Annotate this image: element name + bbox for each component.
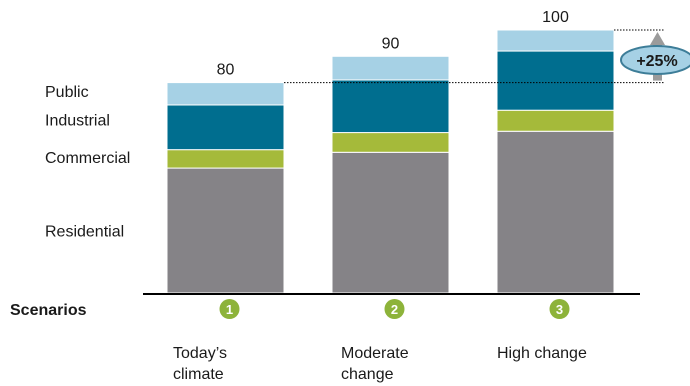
bar-segment-industrial-2 (331, 79, 450, 134)
bar-segment-commercial-3 (496, 109, 615, 132)
legend-layer: Residential Commercial Industrial Public (45, 84, 130, 241)
bar-segment-industrial-1 (166, 104, 285, 151)
bar-segment-residential-1 (166, 167, 285, 294)
bar-segment-public-2 (331, 55, 450, 81)
total-label-2: 90 (382, 35, 400, 52)
annotation-percent-label: +25% (636, 53, 677, 70)
scenario-badges-layer: 1 2 3 (219, 299, 570, 319)
annotation-oval (620, 45, 690, 75)
scenario-badge-number-2: 2 (391, 302, 398, 317)
bar-segment-industrial-3 (496, 50, 615, 111)
scenario-badge-number-1: 1 (226, 302, 233, 317)
category-labels-layer: Today’s climate Moderate change High change (173, 345, 587, 383)
legend-label-residential: Residential (45, 224, 124, 241)
arrow-up-icon (650, 32, 665, 45)
category-label-2: Moderate change (341, 345, 409, 383)
axis-label-scenarios: Scenarios (10, 302, 87, 319)
scenario-badge-2 (384, 299, 405, 319)
bars-layer (166, 29, 615, 294)
bar-segment-commercial-1 (166, 149, 285, 169)
scenario-badge-number-3: 3 (556, 302, 563, 317)
bar-segment-public-1 (166, 82, 285, 106)
legend-label-public: Public (45, 84, 89, 101)
change-annotation: +25% (284, 29, 690, 84)
category-label-1: Today’s climate (173, 345, 227, 383)
bar-segment-residential-2 (331, 151, 450, 294)
legend-label-industrial: Industrial (45, 112, 110, 129)
scenario-badge-3 (549, 299, 570, 319)
legend-label-commercial: Commercial (45, 150, 130, 167)
total-label-1: 80 (217, 62, 235, 79)
bar-segment-commercial-2 (331, 132, 450, 153)
bar-segment-residential-3 (496, 130, 615, 294)
bar-segment-public-3 (496, 29, 615, 52)
scenario-badge-1 (219, 299, 240, 319)
category-label-3: High change (497, 345, 587, 362)
total-label-3: 100 (542, 9, 569, 26)
total-labels-layer: 80 90 100 (217, 9, 569, 79)
